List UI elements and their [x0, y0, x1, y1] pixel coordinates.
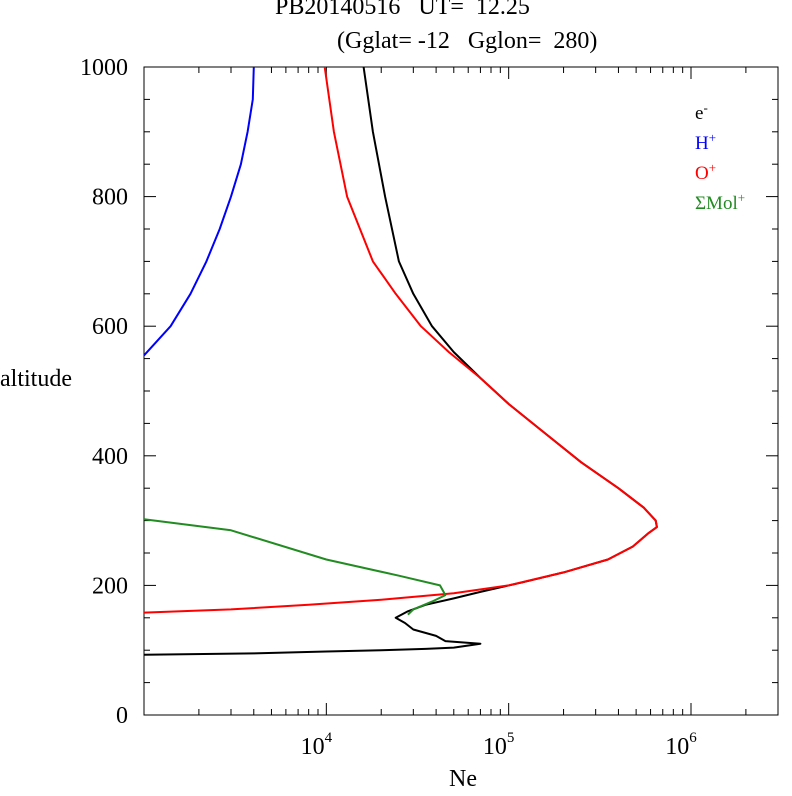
- legend-entry: ΣMol+: [695, 190, 745, 214]
- x-tick-label: 106: [665, 730, 697, 760]
- y-tick-label: 400: [92, 444, 128, 470]
- x-tick-base: 10: [301, 734, 325, 760]
- series-line: [143, 66, 658, 656]
- legend: e-H+O+ΣMol+: [695, 100, 745, 214]
- y-axis-label: altitude: [0, 366, 72, 392]
- y-tick-label: 1000: [80, 55, 128, 81]
- y-tick-labels: 0 200 400 600 800 1000: [80, 55, 128, 729]
- legend-superscript: -: [703, 100, 707, 115]
- y-tick-label: 0: [116, 703, 128, 729]
- legend-label: O: [695, 163, 709, 184]
- x-axis-label: Ne: [449, 766, 477, 792]
- x-tick-exponent: 4: [325, 730, 333, 746]
- legend-superscript: +: [709, 130, 716, 145]
- legend-label: e: [695, 103, 703, 124]
- legend-label: H: [695, 133, 709, 154]
- plot-frame: [143, 66, 779, 716]
- series-line: [143, 518, 447, 616]
- legend-entry: e-: [695, 100, 708, 124]
- y-tick-label: 600: [92, 314, 128, 340]
- chart-title: PB20140516 UT= 12.25: [275, 0, 530, 20]
- axis-ticks: [143, 66, 779, 716]
- legend-entry: H+: [695, 130, 716, 154]
- legend-entry: O+: [695, 160, 716, 184]
- x-tick-exponent: 5: [507, 730, 515, 746]
- x-tick-base: 10: [483, 734, 507, 760]
- y-tick-label: 200: [92, 573, 128, 599]
- x-tick-label: 104: [301, 730, 333, 760]
- series-lines: [143, 66, 658, 656]
- x-tick-base: 10: [665, 734, 689, 760]
- legend-superscript: +: [709, 160, 716, 175]
- series-line: [143, 66, 658, 614]
- legend-label: ΣMol: [695, 193, 738, 214]
- series-line: [143, 66, 255, 357]
- x-tick-labels: 104 105 106: [301, 730, 698, 760]
- legend-superscript: +: [738, 190, 745, 205]
- x-tick-label: 105: [483, 730, 515, 760]
- chart-subtitle: (Gglat= -12 Gglon= 280): [337, 28, 598, 54]
- y-tick-label: 800: [92, 185, 128, 211]
- x-tick-exponent: 6: [689, 730, 697, 746]
